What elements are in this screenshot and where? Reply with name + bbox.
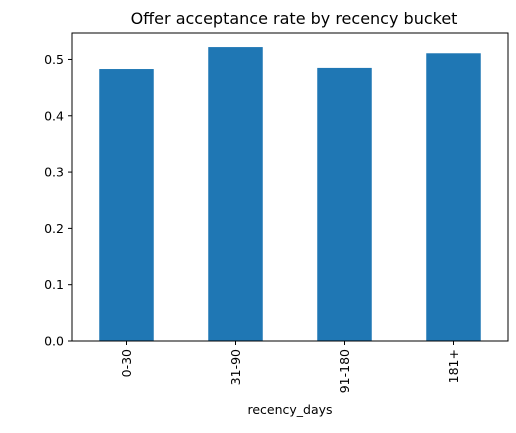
bar-31-90 (208, 47, 263, 341)
x-axis: 0-30 31-90 91-180 181+ (119, 341, 461, 393)
chart-title: Offer acceptance rate by recency bucket (131, 9, 458, 28)
y-axis: 0.0 0.1 0.2 0.3 0.4 0.5 (44, 52, 72, 349)
y-tick-label: 0.2 (44, 221, 64, 236)
x-tick-label: 31-90 (228, 349, 243, 385)
bar-181+ (426, 53, 481, 341)
y-tick-label: 0.0 (44, 334, 64, 349)
bars-layer (99, 47, 481, 341)
x-tick-label: 91-180 (337, 349, 352, 393)
y-tick-label: 0.4 (44, 108, 64, 123)
y-tick-label: 0.3 (44, 165, 64, 180)
bar-91-180 (317, 67, 372, 341)
y-tick-label: 0.5 (44, 52, 64, 67)
x-axis-label: recency_days (247, 402, 332, 417)
x-tick-label: 181+ (446, 349, 461, 383)
x-tick-label: 0-30 (119, 349, 134, 377)
bar-0-30 (99, 69, 154, 341)
plot-frame (71, 32, 509, 342)
y-tick-label: 0.1 (44, 277, 64, 292)
